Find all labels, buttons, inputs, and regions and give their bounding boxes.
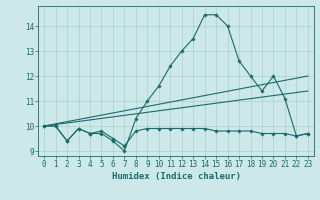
X-axis label: Humidex (Indice chaleur): Humidex (Indice chaleur) [111, 172, 241, 181]
